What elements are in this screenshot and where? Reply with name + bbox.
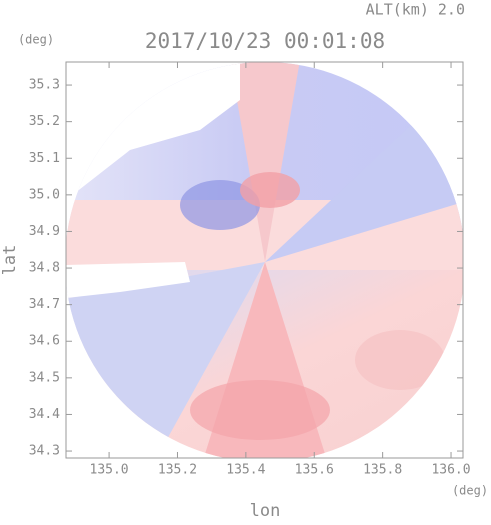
y-tick-label: 34.6 [29,334,60,349]
chart-title: 2017/10/23 00:01:08 [145,29,385,53]
y-tick-label: 34.5 [29,370,60,385]
x-tick-label: 135.2 [158,463,197,478]
x-tick-label: 135.4 [226,463,265,478]
y-tick-label: 34.9 [29,224,60,239]
radar-field [66,62,463,458]
x-tick-label: 135.8 [363,463,402,478]
x-tick-label: 135.6 [295,463,334,478]
x-tick-label: 135.0 [90,463,129,478]
y-tick-label: 34.3 [29,444,60,459]
y-unit: (deg) [18,33,54,47]
altitude-label: ALT(km) 2.0 [366,1,465,19]
y-axis-label: lat [0,245,20,276]
y-tick-label: 35.2 [29,114,60,129]
y-tick-label: 35.3 [29,78,60,93]
x-axis-label: lon [250,501,281,521]
plot-frame [65,61,464,459]
x-tick-label: 136.0 [431,463,470,478]
y-tick-label: 35.1 [29,151,60,166]
y-tick-label: 35.0 [29,187,60,202]
y-tick-label: 34.7 [29,297,60,312]
x-unit: (deg) [452,484,488,498]
y-tick-label: 34.8 [29,261,60,276]
y-tick-label: 34.4 [29,407,60,422]
